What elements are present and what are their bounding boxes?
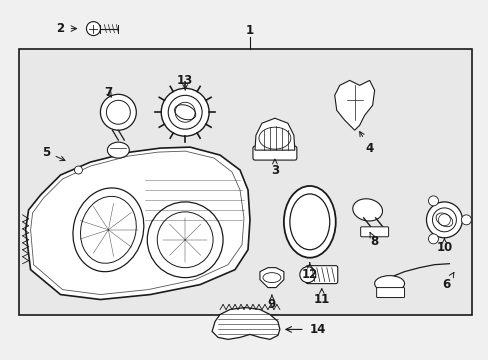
FancyBboxPatch shape: [376, 288, 404, 298]
Circle shape: [100, 94, 136, 130]
Polygon shape: [212, 307, 279, 339]
Circle shape: [74, 166, 82, 174]
Text: 5: 5: [42, 145, 65, 161]
Text: 9: 9: [267, 295, 276, 311]
Text: 12: 12: [301, 262, 317, 281]
Circle shape: [426, 202, 462, 238]
Circle shape: [461, 215, 470, 225]
Ellipse shape: [352, 199, 382, 221]
Text: 13: 13: [177, 74, 193, 90]
Circle shape: [299, 267, 315, 283]
FancyBboxPatch shape: [360, 227, 388, 237]
Polygon shape: [334, 80, 374, 130]
Text: 10: 10: [435, 238, 451, 254]
FancyBboxPatch shape: [305, 266, 337, 284]
FancyBboxPatch shape: [252, 146, 296, 160]
Polygon shape: [25, 147, 249, 300]
Ellipse shape: [107, 142, 129, 158]
Text: 3: 3: [270, 159, 279, 176]
Text: 7: 7: [104, 86, 112, 99]
Circle shape: [86, 22, 100, 36]
Ellipse shape: [374, 276, 404, 292]
Text: 8: 8: [369, 232, 378, 248]
Circle shape: [147, 202, 223, 278]
Text: 4: 4: [359, 131, 373, 155]
Text: 1: 1: [245, 24, 254, 37]
Circle shape: [161, 88, 209, 136]
Text: 14: 14: [309, 323, 325, 336]
Bar: [19, 49, 471, 315]
Ellipse shape: [284, 186, 335, 258]
Text: 11: 11: [313, 289, 329, 306]
Polygon shape: [260, 268, 284, 288]
Polygon shape: [254, 118, 294, 150]
Circle shape: [427, 234, 438, 244]
Text: 6: 6: [441, 273, 453, 291]
Ellipse shape: [73, 188, 143, 272]
Text: 2: 2: [56, 22, 64, 35]
Circle shape: [427, 196, 438, 206]
